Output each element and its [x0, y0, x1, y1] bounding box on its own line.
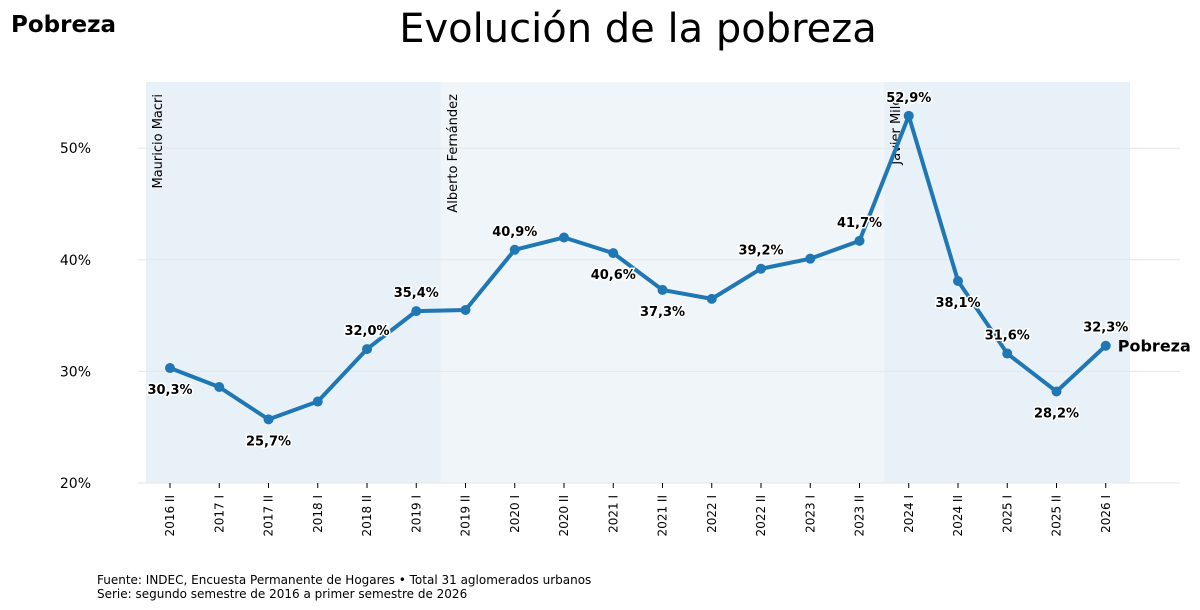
data-label: 40,9%	[492, 225, 537, 240]
x-tick-label: 2018 II	[360, 495, 374, 536]
data-label: 37,3%	[640, 305, 685, 320]
x-tick-label: 2025 II	[1050, 495, 1064, 536]
x-tick-label: 2018 I	[311, 495, 325, 533]
x-tick-label: 2023 II	[853, 495, 867, 536]
data-point	[1100, 340, 1111, 351]
data-point	[1051, 386, 1062, 397]
x-tick-label: 2026 I	[1099, 495, 1113, 533]
data-point	[903, 110, 914, 121]
data-point	[559, 232, 569, 243]
y-tick-label: 20%	[60, 476, 91, 492]
data-label: 30,3%	[147, 383, 192, 398]
x-tick-label: 2019 I	[409, 495, 423, 533]
x-tick-label: 2017 I	[212, 495, 226, 533]
period-label: Mauricio Macri	[151, 94, 166, 189]
data-label: 32,3%	[1083, 321, 1128, 336]
x-tick-label: 2023 I	[803, 495, 817, 533]
chart-footer: Fuente: INDEC, Encuesta Permanente de Ho…	[97, 573, 591, 601]
data-point	[1002, 348, 1013, 359]
data-point	[805, 253, 816, 264]
data-label: 52,9%	[886, 91, 931, 106]
data-label: 41,7%	[837, 216, 882, 231]
data-point	[460, 305, 471, 316]
x-tick-label: 2021 II	[656, 495, 670, 536]
x-tick-label: 2025 I	[1000, 495, 1014, 533]
data-point	[312, 396, 323, 407]
x-tick-label: 2019 II	[459, 495, 473, 536]
data-point	[362, 344, 372, 355]
series-end-label: Pobreza	[1118, 337, 1191, 356]
x-tick-label: 2020 II	[557, 495, 571, 536]
data-point	[756, 263, 766, 274]
data-point	[706, 293, 717, 304]
period-band	[884, 82, 1130, 483]
data-label: 31,6%	[985, 329, 1030, 344]
data-point	[165, 363, 175, 374]
data-point	[411, 306, 422, 317]
data-point	[854, 235, 865, 246]
data-point	[214, 382, 225, 393]
data-label: 35,4%	[394, 286, 439, 301]
period-band	[440, 82, 885, 483]
data-point	[657, 284, 668, 295]
data-label: 39,2%	[738, 244, 783, 259]
series-note: Serie: segundo semestre de 2016 a primer…	[97, 587, 468, 601]
y-tick-label: 50%	[60, 141, 91, 157]
y-tick-label: 40%	[60, 253, 91, 269]
data-label: 28,2%	[1034, 406, 1079, 421]
data-label: 32,0%	[344, 324, 389, 339]
x-tick-label: 2024 II	[951, 495, 965, 536]
series-line	[168, 113, 1108, 422]
period-label: Alberto Fernández	[446, 94, 461, 213]
data-point	[608, 248, 619, 259]
data-point	[263, 414, 274, 425]
x-tick-label: 2022 I	[705, 495, 719, 533]
x-tick-label: 2021 I	[606, 495, 620, 533]
data-point	[953, 276, 963, 287]
data-point	[509, 244, 520, 255]
period-label: Javier Milei	[889, 94, 904, 166]
data-label: 25,7%	[246, 434, 291, 449]
corner-title: Pobreza	[11, 12, 116, 38]
x-tick-label: 2016 II	[163, 495, 177, 536]
period-band	[146, 82, 441, 483]
source-note: Fuente: INDEC, Encuesta Permanente de Ho…	[97, 573, 592, 587]
x-tick-label: 2017 II	[262, 495, 276, 536]
x-tick-label: 2020 I	[508, 495, 522, 533]
x-tick-label: 2022 II	[754, 495, 768, 536]
data-label: 40,6%	[591, 268, 636, 283]
chart-title: Evolución de la pobreza	[399, 6, 877, 52]
data-label: 38,1%	[935, 296, 980, 311]
x-tick-label: 2024 I	[902, 495, 916, 533]
y-tick-label: 30%	[60, 364, 91, 380]
